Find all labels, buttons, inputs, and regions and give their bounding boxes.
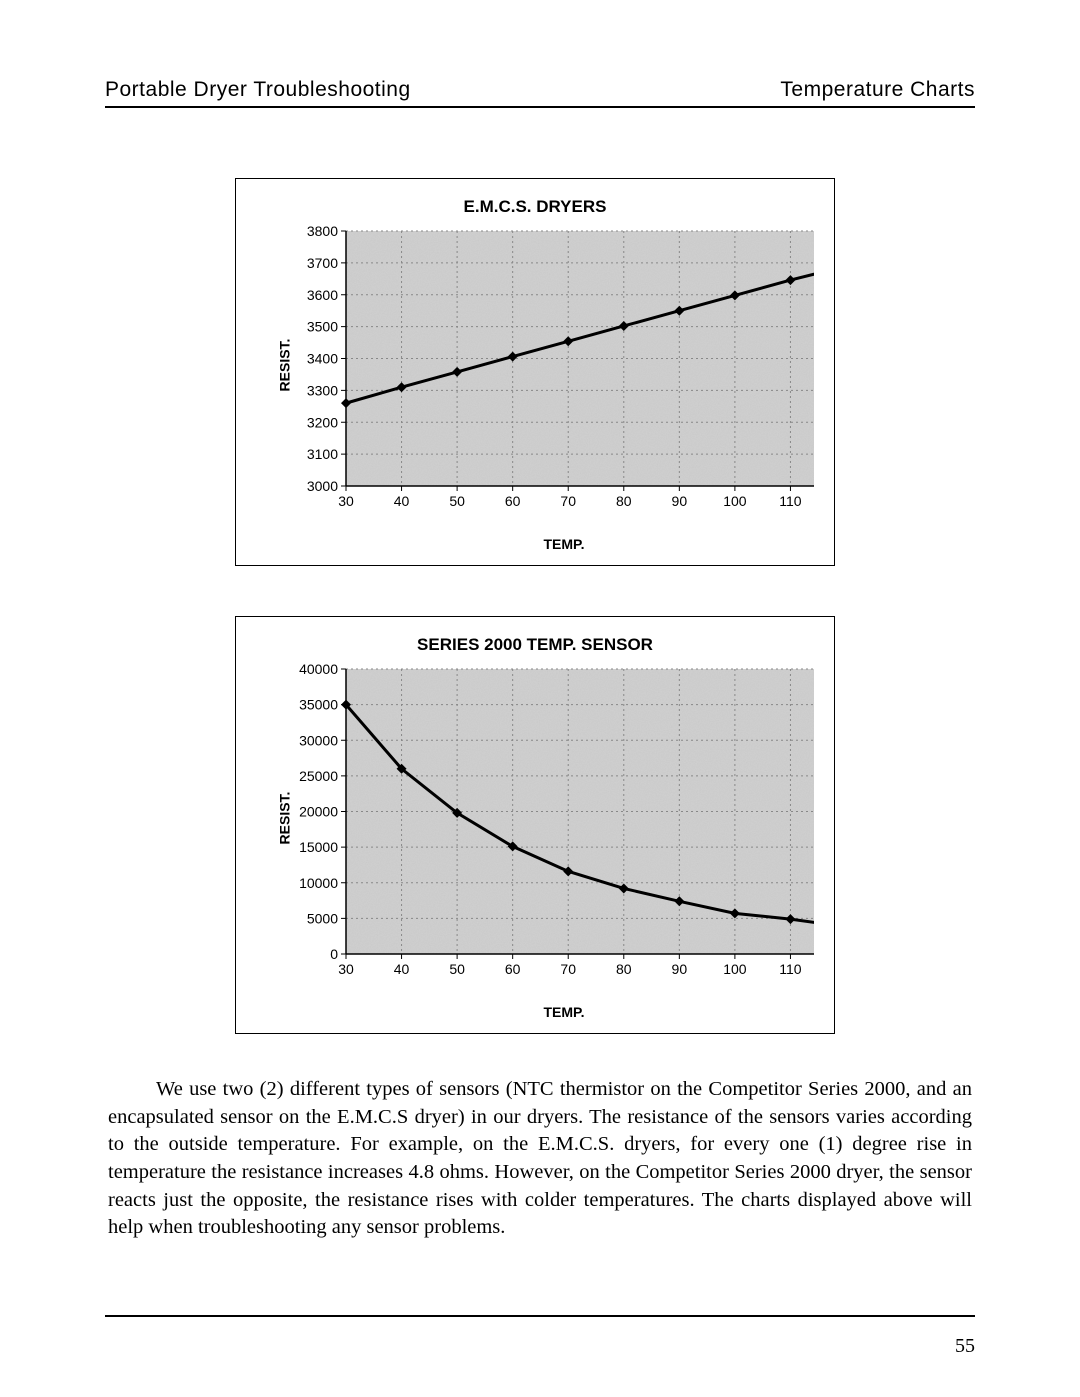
page-footer: 55 — [105, 1315, 975, 1317]
paragraph-text: We use two (2) different types of sensor… — [108, 1078, 972, 1238]
chart1-plot-wrap: 3040506070809010011011930003100320033003… — [294, 217, 814, 532]
svg-text:50: 50 — [449, 961, 465, 977]
chart-series2000: SERIES 2000 TEMP. SENSOR 30 40 50 60 70 80 90 1… — [235, 616, 835, 1034]
chart1-xlabel: TEMP. — [294, 536, 834, 552]
chart1-svg: 3040506070809010011011930003100320033003… — [294, 217, 814, 527]
svg-text:30: 30 — [338, 493, 354, 509]
svg-text:90: 90 — [672, 493, 688, 509]
svg-text:5000: 5000 — [307, 910, 338, 926]
chart2-ylabel: RESIST. — [276, 792, 292, 845]
svg-text:30: 30 — [338, 961, 354, 977]
chart2-xlabel: TEMP. — [294, 1004, 834, 1020]
svg-text:3000: 3000 — [307, 478, 338, 494]
svg-text:110: 110 — [779, 493, 802, 509]
svg-text:100: 100 — [723, 493, 747, 509]
svg-text:60: 60 — [505, 493, 521, 509]
svg-text:90: 90 — [672, 961, 688, 977]
chart-emcs: E.M.C.S. DRYERS 304050607080901001101193… — [235, 178, 835, 566]
svg-text:60: 60 — [505, 961, 521, 977]
svg-text:30000: 30000 — [299, 732, 338, 748]
svg-text:35000: 35000 — [299, 697, 338, 713]
chart1-title: E.M.C.S. DRYERS — [236, 197, 834, 217]
svg-text:3800: 3800 — [307, 223, 338, 239]
svg-text:40: 40 — [394, 493, 410, 509]
header-right: Temperature Charts — [780, 78, 975, 102]
chart2-plot-wrap: 3040506070809010011011905000100001500020… — [294, 655, 814, 1000]
svg-text:3200: 3200 — [307, 414, 338, 430]
svg-text:15000: 15000 — [299, 839, 338, 855]
svg-text:25000: 25000 — [299, 768, 338, 784]
header-left: Portable Dryer Troubleshooting — [105, 78, 411, 102]
svg-text:70: 70 — [560, 961, 576, 977]
svg-text:70: 70 — [560, 493, 576, 509]
svg-text:0: 0 — [330, 946, 338, 962]
page-header: Portable Dryer Troubleshooting Temperatu… — [105, 78, 975, 108]
chart2-title: SERIES 2000 TEMP. SENSOR — [236, 635, 834, 655]
page-number: 55 — [955, 1335, 975, 1358]
svg-text:80: 80 — [616, 961, 632, 977]
svg-text:50: 50 — [449, 493, 465, 509]
svg-text:3700: 3700 — [307, 255, 338, 271]
svg-text:10000: 10000 — [299, 875, 338, 891]
svg-text:3600: 3600 — [307, 287, 338, 303]
svg-text:3300: 3300 — [307, 382, 338, 398]
chart2-svg: 3040506070809010011011905000100001500020… — [294, 655, 814, 995]
svg-text:80: 80 — [616, 493, 632, 509]
chart1-ylabel: RESIST. — [276, 339, 292, 392]
svg-text:20000: 20000 — [299, 804, 338, 820]
svg-text:110: 110 — [779, 961, 802, 977]
svg-text:3100: 3100 — [307, 446, 338, 462]
paragraph: We use two (2) different types of sensor… — [108, 1076, 972, 1242]
svg-text:100: 100 — [723, 961, 747, 977]
svg-text:40000: 40000 — [299, 661, 338, 677]
svg-text:40: 40 — [394, 961, 410, 977]
svg-text:3500: 3500 — [307, 319, 338, 335]
svg-text:3400: 3400 — [307, 351, 338, 367]
